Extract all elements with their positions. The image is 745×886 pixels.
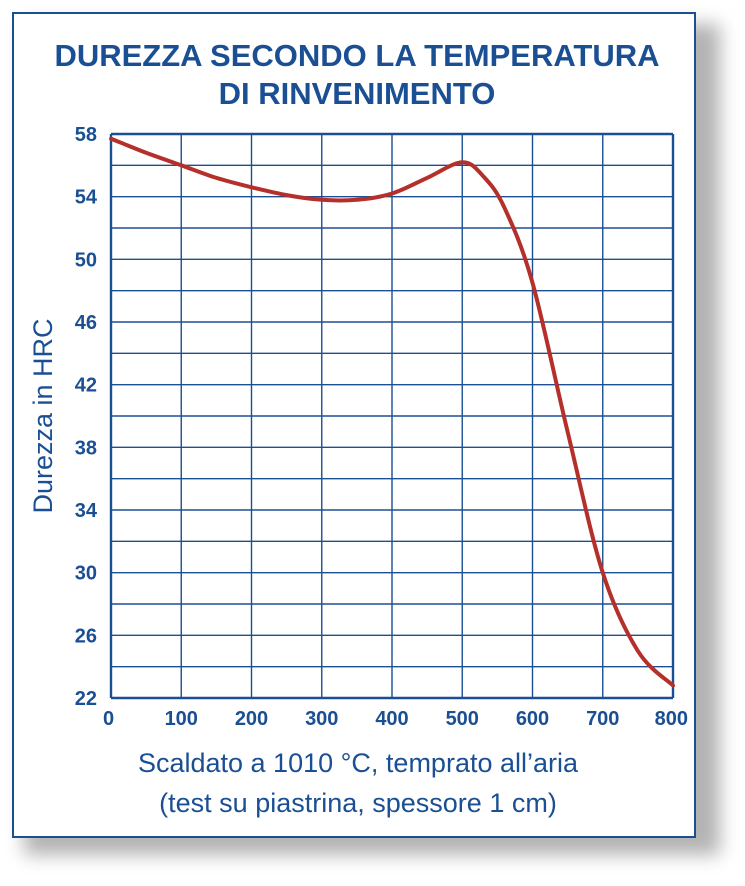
y-tick-label: 22 bbox=[75, 688, 97, 710]
y-axis-label: Durezza in HRC bbox=[28, 318, 58, 513]
chart-card bbox=[12, 12, 696, 838]
x-tick-label: 100 bbox=[165, 708, 198, 730]
x-tick-label: 600 bbox=[516, 708, 549, 730]
x-tick-labels: 0 100 200 300 400 500 600 700 800 bbox=[103, 708, 688, 730]
y-tick-label: 50 bbox=[75, 249, 97, 271]
x-tick-label: 0 bbox=[103, 708, 114, 730]
y-tick-label: 38 bbox=[75, 437, 97, 459]
y-tick-label: 42 bbox=[75, 375, 97, 397]
x-axis-label-line-2: (test su piastrina, spessore 1 cm) bbox=[159, 788, 557, 818]
x-tick-label: 500 bbox=[446, 708, 479, 730]
x-tick-label: 400 bbox=[375, 708, 408, 730]
y-tick-label: 46 bbox=[75, 312, 97, 334]
chart-title-line-1: DUREZZA SECONDO LA TEMPERATURA bbox=[54, 38, 659, 73]
x-axis-label-line-1: Scaldato a 1010 °C, temprato all’aria bbox=[138, 748, 579, 778]
y-tick-label: 34 bbox=[75, 500, 98, 522]
y-tick-label: 54 bbox=[75, 187, 98, 209]
grid bbox=[109, 132, 675, 700]
series-line-hardness bbox=[109, 136, 675, 688]
x-tick-label: 800 bbox=[655, 708, 688, 730]
x-tick-label: 300 bbox=[305, 708, 338, 730]
x-tick-label: 700 bbox=[586, 708, 619, 730]
y-tick-labels: 22 26 30 34 38 42 46 50 54 58 bbox=[75, 124, 98, 710]
chart-title-line-2: DI RINVENIMENTO bbox=[219, 76, 496, 111]
y-tick-label: 26 bbox=[75, 625, 97, 647]
x-tick-label: 200 bbox=[235, 708, 268, 730]
series-layer bbox=[109, 136, 675, 688]
y-tick-label: 30 bbox=[75, 563, 97, 585]
y-tick-label: 58 bbox=[75, 124, 97, 146]
